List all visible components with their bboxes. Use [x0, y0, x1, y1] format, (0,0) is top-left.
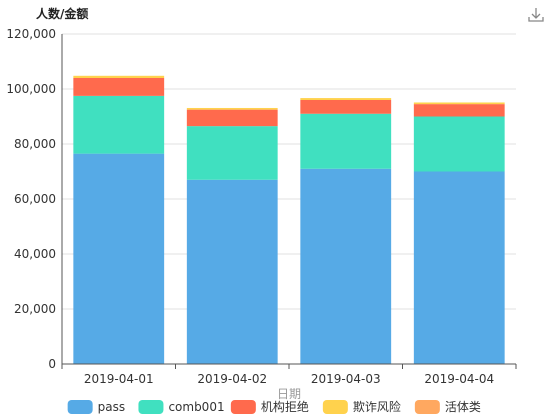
legend-label: pass: [98, 400, 125, 414]
y-tick-label: 20,000: [14, 302, 56, 316]
y-tick-label: 40,000: [14, 247, 56, 261]
x-axis-title: 日期: [277, 387, 301, 401]
bar-segment[interactable]: [186, 107, 278, 110]
legend-item[interactable]: pass: [67, 400, 125, 414]
y-tick-label: 100,000: [6, 82, 56, 96]
bar-segment[interactable]: [73, 95, 165, 154]
bar-segment[interactable]: [186, 109, 278, 127]
axes: [61, 34, 517, 369]
legend-label: 活体类: [445, 400, 481, 414]
legend-swatch: [138, 400, 164, 414]
legend-swatch: [322, 400, 348, 414]
legend-item[interactable]: 欺诈风险: [322, 399, 401, 414]
bars: [73, 75, 505, 365]
legend-label: comb001: [168, 400, 224, 414]
download-icon[interactable]: [527, 6, 545, 24]
y-tick-label: 120,000: [6, 27, 56, 41]
y-axis-title: 人数/金额: [36, 6, 88, 21]
x-tick-label: 2019-04-01: [84, 372, 154, 386]
x-tick-label: 2019-04-03: [311, 372, 381, 386]
bar-segment[interactable]: [413, 116, 505, 172]
legend-swatch: [230, 400, 256, 414]
bar-segment[interactable]: [413, 104, 505, 117]
bar-segment[interactable]: [300, 113, 392, 169]
x-tick-labels: 2019-04-01 2019-04-02 2019-04-03 2019-04-04: [84, 372, 494, 386]
bar-segment[interactable]: [413, 102, 505, 105]
legend-swatch: [67, 400, 93, 414]
y-tick-label: 0: [48, 357, 56, 371]
bar-segment[interactable]: [73, 75, 165, 78]
legend-item[interactable]: 活体类: [414, 400, 481, 414]
bar-segment[interactable]: [300, 100, 392, 114]
legend-swatch: [414, 400, 440, 414]
x-tick-label: 2019-04-04: [424, 372, 494, 386]
x-tick-label: 2019-04-02: [197, 372, 267, 386]
bar-segment[interactable]: [73, 78, 165, 96]
y-tick-labels: 0 20,000 40,000 60,000 80,000 100,000 120,000: [6, 27, 56, 371]
legend-item[interactable]: comb001: [138, 400, 225, 414]
y-tick-label: 80,000: [14, 137, 56, 151]
legend-label: 欺诈风险: [353, 399, 401, 414]
y-tick-label: 60,000: [14, 192, 56, 206]
bar-segment[interactable]: [186, 126, 278, 180]
bar-segment[interactable]: [300, 168, 392, 364]
bar-segment[interactable]: [73, 153, 165, 364]
bar-segment[interactable]: [413, 171, 505, 365]
bar-segment[interactable]: [300, 98, 392, 100]
legend-item[interactable]: 机构拒绝: [230, 399, 309, 414]
bar-segment[interactable]: [186, 179, 278, 364]
legend-label: 机构拒绝: [261, 399, 309, 414]
legend: pass comb001 机构拒绝 欺诈风险 活体类: [67, 399, 481, 414]
